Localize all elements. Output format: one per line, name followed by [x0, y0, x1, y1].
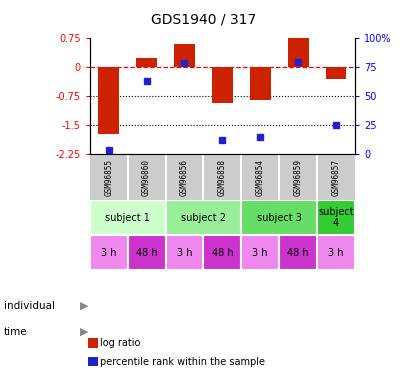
Text: subject
4: subject 4	[318, 207, 354, 228]
Bar	[326, 67, 346, 79]
Bar	[279, 235, 317, 270]
Text: ▶: ▶	[80, 301, 88, 310]
Bar	[241, 200, 317, 235]
Bar	[241, 235, 279, 270]
Bar	[166, 235, 204, 270]
Text: 3 h: 3 h	[253, 248, 268, 258]
Text: subject 1: subject 1	[105, 213, 150, 223]
Bar	[128, 235, 166, 270]
Text: percentile rank within the sample: percentile rank within the sample	[100, 357, 265, 367]
Bar	[90, 235, 128, 270]
Text: GSM96856: GSM96856	[180, 159, 189, 195]
Text: time: time	[4, 327, 28, 337]
Text: subject 2: subject 2	[181, 213, 226, 223]
Text: 3 h: 3 h	[177, 248, 192, 258]
Bar	[204, 235, 241, 270]
Text: GSM96857: GSM96857	[332, 159, 341, 195]
Text: GSM96859: GSM96859	[294, 159, 303, 195]
Bar	[212, 67, 233, 104]
Text: GSM96854: GSM96854	[256, 159, 265, 195]
Text: 48 h: 48 h	[287, 248, 309, 258]
Bar	[136, 58, 157, 67]
Text: 3 h: 3 h	[101, 248, 116, 258]
Text: 3 h: 3 h	[328, 248, 344, 258]
Text: 48 h: 48 h	[136, 248, 157, 258]
Text: subject 3: subject 3	[257, 213, 302, 223]
Text: individual: individual	[4, 301, 55, 310]
Bar	[166, 200, 241, 235]
Bar	[317, 200, 355, 235]
Text: log ratio: log ratio	[100, 338, 140, 348]
Text: ▶: ▶	[80, 327, 88, 337]
Bar	[174, 44, 195, 67]
Text: GSM96858: GSM96858	[218, 159, 227, 195]
Bar	[288, 38, 308, 67]
Bar	[317, 235, 355, 270]
Text: GDS1940 / 317: GDS1940 / 317	[151, 12, 257, 26]
Text: 48 h: 48 h	[211, 248, 233, 258]
Bar	[250, 67, 271, 100]
Bar	[90, 200, 166, 235]
Text: GSM96855: GSM96855	[104, 159, 113, 195]
Bar	[98, 67, 119, 134]
Text: GSM96860: GSM96860	[142, 159, 151, 195]
